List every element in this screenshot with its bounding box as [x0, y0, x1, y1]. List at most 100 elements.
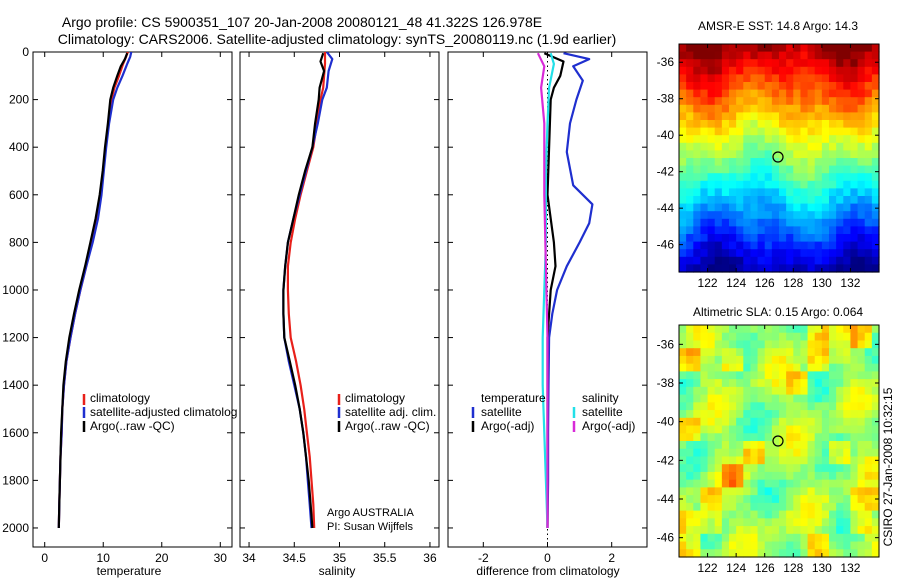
map-cell	[864, 502, 873, 512]
map-cell	[871, 135, 880, 144]
sst-map-frame	[678, 43, 880, 273]
map-cell	[700, 158, 709, 167]
map-cell	[693, 249, 702, 258]
map-cell	[757, 44, 766, 53]
map-cell	[757, 203, 766, 212]
map-cell	[800, 410, 809, 419]
map-cell	[757, 325, 766, 334]
map-cell	[821, 502, 830, 512]
map-cell	[850, 386, 859, 396]
map-cell	[700, 82, 709, 91]
map-cell	[700, 549, 709, 558]
map-cell	[800, 234, 809, 243]
map-cell	[679, 180, 687, 189]
map-cell	[721, 135, 730, 144]
map-cell	[771, 510, 780, 519]
map-cell	[736, 135, 744, 144]
map-cell	[757, 211, 766, 220]
map-cell	[729, 226, 737, 235]
map-cell	[729, 82, 737, 91]
map-cell	[686, 241, 694, 250]
map-cell	[843, 66, 852, 75]
map-cell	[743, 340, 752, 349]
map-cell	[721, 448, 730, 458]
map-cell	[807, 471, 816, 481]
map-cell	[679, 448, 687, 458]
map-cell	[700, 127, 709, 136]
map-cell	[700, 135, 709, 144]
map-cell	[793, 51, 802, 60]
map-cell	[779, 502, 787, 512]
map-cell	[814, 402, 823, 411]
map-cell	[750, 549, 759, 558]
map-cell	[779, 173, 787, 182]
map-cell	[764, 241, 773, 250]
map-cell	[729, 355, 737, 365]
map-cell	[829, 112, 837, 121]
map-cell	[864, 425, 873, 434]
map-cell	[757, 526, 766, 535]
map-cell	[779, 425, 787, 434]
map-cell	[700, 188, 709, 197]
map-cell	[771, 97, 780, 106]
map-cell	[829, 249, 837, 258]
map-cell	[771, 59, 780, 68]
map-cell	[721, 386, 730, 396]
map-cell	[693, 433, 702, 442]
map-cell	[821, 394, 830, 403]
map-cell	[693, 371, 702, 380]
map-cell	[814, 502, 823, 512]
map-cell	[843, 264, 852, 273]
map-cell	[743, 549, 752, 558]
map-cell	[707, 549, 716, 558]
map-cell	[864, 256, 873, 265]
map-cell	[721, 425, 730, 434]
map-cell	[871, 241, 880, 250]
map-cell	[871, 165, 880, 174]
map-cell	[857, 104, 866, 113]
map-cell	[721, 541, 730, 550]
map-cell	[864, 379, 873, 388]
map-cell	[743, 425, 752, 434]
map-cell	[707, 142, 716, 151]
map-cell	[707, 82, 716, 91]
map-cell	[871, 120, 880, 129]
map-cell	[721, 371, 730, 380]
map-y-tick-label: -46	[657, 531, 675, 545]
map-cell	[707, 165, 716, 174]
map-cell	[779, 371, 787, 380]
map-cell	[829, 203, 837, 212]
map-cell	[779, 379, 787, 388]
map-cell	[714, 188, 723, 197]
map-cell	[679, 471, 687, 481]
map-cell	[686, 348, 694, 357]
map-cell	[829, 348, 837, 357]
map-cell	[714, 363, 723, 372]
map-cell	[771, 417, 780, 427]
map-cell	[857, 256, 866, 265]
map-x-tick-label: 126	[755, 276, 775, 290]
map-cell	[807, 441, 816, 450]
map-cell	[850, 59, 859, 68]
map-cell	[857, 264, 866, 273]
map-cell	[829, 74, 837, 83]
map-cell	[679, 44, 687, 53]
map-cell	[679, 355, 687, 365]
map-cell	[743, 104, 752, 113]
map-cell	[750, 218, 759, 227]
map-cell	[836, 471, 844, 481]
map-cell	[779, 464, 787, 473]
map-cell	[729, 158, 737, 167]
map-cell	[707, 127, 716, 136]
map-cell	[714, 226, 723, 235]
map-cell	[757, 355, 766, 365]
map-cell	[750, 464, 759, 473]
legend-label-climatology: climatology	[345, 391, 405, 405]
map-cell	[679, 241, 687, 250]
map-cell	[793, 44, 802, 53]
map-cell	[771, 120, 780, 129]
map-cell	[786, 74, 794, 83]
map-cell	[793, 448, 802, 458]
map-cell	[793, 264, 802, 273]
map-cell	[779, 487, 787, 496]
